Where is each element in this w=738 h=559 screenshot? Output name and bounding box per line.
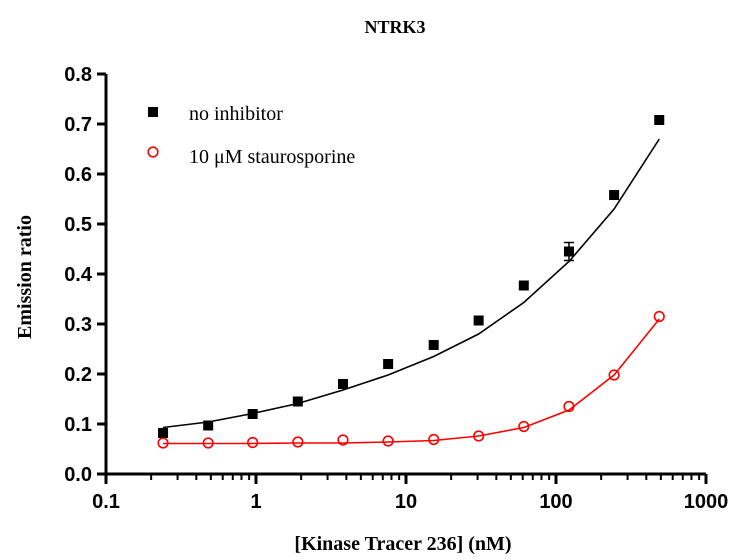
y-tick-label: 0.4 (64, 264, 93, 286)
fit-curve-series-1 (163, 318, 660, 445)
data-point-series-0 (203, 420, 214, 431)
x-tick-label: 0.1 (92, 491, 120, 513)
legend-marker-no-inhibitor (148, 107, 158, 117)
data-points (157, 115, 665, 449)
data-point-series-1 (247, 436, 259, 449)
y-tick-label: 0.5 (64, 214, 92, 236)
y-tick-label: 0.0 (64, 464, 92, 486)
x-tick-label: 1 (250, 491, 261, 513)
data-point-series-0 (563, 246, 574, 257)
data-point-series-0 (247, 409, 258, 419)
data-point-series-1 (202, 437, 214, 449)
data-point-series-1 (518, 420, 530, 433)
data-point-series-0 (383, 359, 394, 369)
y-tick-label: 0.2 (64, 364, 92, 386)
y-tick-label: 0.7 (64, 114, 92, 136)
data-point-series-0 (473, 315, 484, 326)
data-point-series-1 (428, 433, 440, 446)
y-tick-label: 0.6 (64, 164, 92, 186)
y-tick-label: 0.1 (64, 414, 92, 436)
data-point-series-0 (158, 428, 169, 438)
data-point-series-1 (157, 437, 169, 449)
legend-marker-staurosporine (147, 146, 159, 158)
data-point-series-1 (473, 430, 485, 442)
data-point-series-1 (653, 310, 665, 323)
x-tick-label: 1000 (684, 491, 729, 513)
y-tick-label: 0.8 (64, 64, 92, 86)
data-point-series-0 (654, 115, 665, 125)
chart-title: NTRK3 (364, 17, 425, 37)
data-point-series-0 (337, 379, 348, 389)
data-point-series-0 (292, 396, 303, 407)
data-point-series-1 (382, 435, 394, 447)
data-point-series-1 (563, 400, 575, 413)
x-tick-label: 100 (539, 491, 572, 513)
x-axis-label: [Kinase Tracer 236] (nM) (294, 533, 511, 555)
data-point-series-1 (608, 369, 620, 381)
x-tick-label: 10 (395, 491, 417, 513)
y-axis-label: Emission ratio (14, 215, 36, 339)
data-point-series-1 (337, 434, 349, 446)
legend-label-no-inhibitor: no inhibitor (189, 103, 283, 125)
y-tick-label: 0.3 (64, 314, 92, 336)
fit-curve-series-0 (162, 138, 660, 429)
data-point-series-0 (609, 190, 620, 200)
data-point-series-0 (518, 280, 529, 291)
axes: 0.00.10.20.30.40.50.60.70.80.1 1 10 100 1000 (64, 64, 728, 513)
legend-label-staurosporine: 10 μM staurosporine (189, 146, 355, 168)
data-point-series-1 (292, 436, 304, 448)
data-point-series-0 (428, 340, 439, 350)
legend: no inhibitor 10 μM staurosporine (147, 103, 355, 168)
fit-curves (162, 138, 660, 445)
